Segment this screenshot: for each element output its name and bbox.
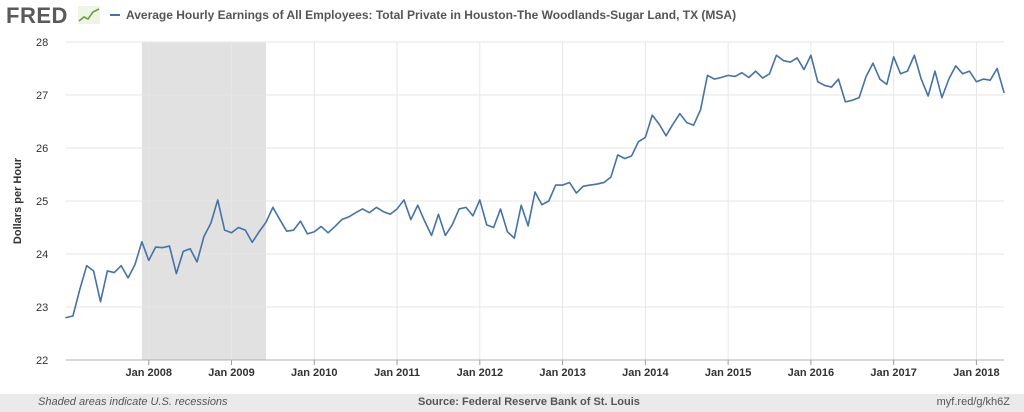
- short-url-link[interactable]: myf.red/g/kh6Z: [936, 396, 1010, 408]
- y-tick-label: 27: [36, 90, 48, 102]
- x-tick-label: Jan 2015: [705, 367, 751, 379]
- legend-label: Average Hourly Earnings of All Employees…: [126, 8, 737, 22]
- x-tick-label: Jan 2016: [788, 367, 834, 379]
- legend-swatch: [110, 14, 120, 16]
- chart-footer: Shaded areas indicate U.S. recessions So…: [0, 394, 1024, 412]
- x-tick-label: Jan 2013: [539, 367, 585, 379]
- x-tick-label: Jan 2012: [457, 367, 503, 379]
- chart-legend: Average Hourly Earnings of All Employees…: [110, 8, 736, 22]
- y-tick-label: 23: [36, 302, 48, 314]
- x-tick-label: Jan 2014: [622, 367, 669, 379]
- x-tick-label: Jan 2010: [291, 367, 337, 379]
- y-tick-label: 24: [36, 249, 48, 261]
- trend-line-icon: [78, 6, 100, 24]
- y-tick-label: 28: [36, 37, 48, 49]
- y-tick-label: 26: [36, 143, 48, 155]
- recession-note: Shaded areas indicate U.S. recessions: [38, 396, 228, 408]
- y-tick-label: 25: [36, 196, 48, 208]
- y-tick-label: 22: [36, 355, 48, 367]
- series-line: [65, 54, 1005, 319]
- fred-logo[interactable]: FRED: [6, 3, 68, 28]
- x-tick-label: Jan 2018: [953, 367, 999, 379]
- x-tick-label: Jan 2017: [870, 367, 916, 379]
- y-axis-title: Dollars per Hour: [12, 157, 24, 244]
- chart-header: FRED Average Hourly Earnings of All Empl…: [0, 0, 1024, 32]
- x-tick-label: Jan 2009: [208, 367, 254, 379]
- x-tick-label: Jan 2011: [374, 367, 420, 379]
- source-credit: Source: Federal Reserve Bank of St. Loui…: [418, 396, 640, 408]
- x-tick-label: Jan 2008: [126, 367, 172, 379]
